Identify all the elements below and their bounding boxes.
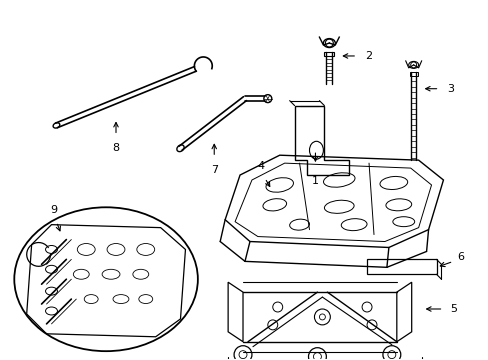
Text: 4: 4 [257, 161, 264, 171]
Text: 5: 5 [449, 304, 456, 314]
Text: 8: 8 [112, 143, 120, 153]
Text: 6: 6 [456, 252, 464, 262]
Text: 7: 7 [210, 165, 217, 175]
Text: 3: 3 [447, 84, 453, 94]
Text: 1: 1 [311, 176, 318, 186]
Text: 2: 2 [365, 51, 371, 61]
Text: 9: 9 [50, 205, 57, 215]
